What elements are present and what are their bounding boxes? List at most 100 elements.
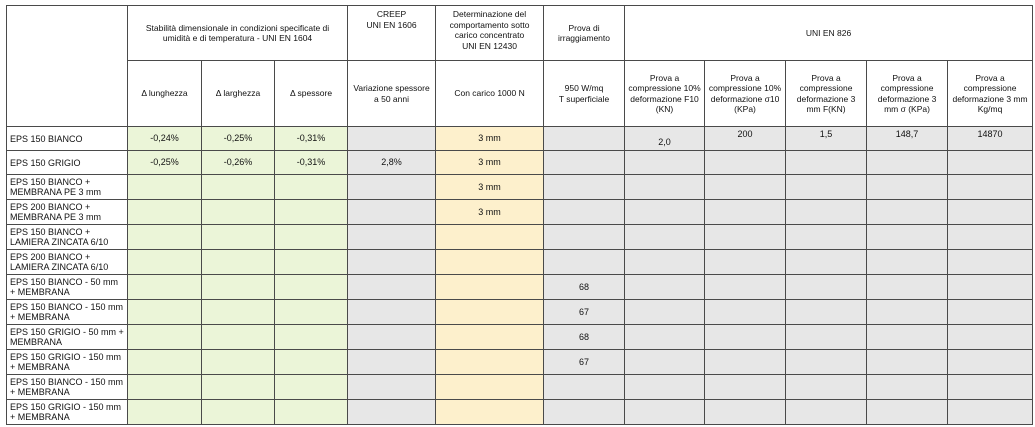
delta-thickness-cell [273,299,349,325]
compression-3mm-sigma-cell [866,199,949,225]
load-cell: 3 mm [435,150,545,175]
compression-3mm-kg-cell [947,399,1034,425]
table-row: EPS 200 BIANCO + MEMBRANA PE 3 mm 3 mm [6,199,1034,225]
compression-3mm-sigma-cell: 148,7 [866,126,949,151]
compression-10-sigma-cell [704,274,787,300]
compression-10-sigma-cell [704,374,787,400]
compression-3mm-sigma-cell [866,174,949,200]
load-cell [435,399,545,425]
delta-width-cell [201,249,275,275]
compression-10-f-cell [624,150,706,175]
delta-thickness-header: Δ spessore [273,60,349,127]
compression-10-sigma-cell [704,224,787,250]
compression-3mm-sigma-header: Prova a compressione deformazione 3 mm σ… [866,60,949,127]
load-cell [435,224,545,250]
compression-10-f-cell [624,224,706,250]
table-row: EPS 150 GRIGIO -0,25% -0,26% -0,31% 2,8% 3 mm [6,150,1034,175]
header-row-1: Stabilità dimensionale in condizioni spe… [6,5,1034,127]
irradiation-subheader: 950 W/mq T superficiale [543,60,626,127]
delta-length-cell [127,374,202,400]
compression-10-sigma-cell [704,299,787,325]
load-cell: 3 mm [435,174,545,200]
compression-3mm-f-cell [785,374,868,400]
row-label: EPS 150 BIANCO - 150 mm + MEMBRANA [6,374,128,400]
compression-10-f-cell: 2,0 [624,126,706,151]
compression-3mm-f-cell [785,174,868,200]
compression-3mm-kg-cell [947,249,1034,275]
creep-cell [347,224,437,250]
table-row: EPS 150 BIANCO - 150 mm + MEMBRANA 67 [6,299,1034,325]
delta-length-cell [127,274,202,300]
compression-3mm-f-cell [785,274,868,300]
delta-thickness-cell [273,274,349,300]
row-label: EPS 150 BIANCO + MEMBRANA PE 3 mm [6,174,128,200]
compression-3mm-kg-cell [947,299,1034,325]
compression-3mm-sigma-cell [866,399,949,425]
creep-cell [347,199,437,225]
compression-3mm-kg-cell [947,324,1034,350]
table-row: EPS 150 GRIGIO - 150 mm + MEMBRANA 67 [6,349,1034,375]
delta-thickness-cell [273,349,349,375]
irradiation-cell: 67 [543,299,626,325]
delta-length-cell [127,324,202,350]
compression-3mm-f-cell [785,324,868,350]
delta-width-cell [201,299,275,325]
compression-10-f-cell [624,374,706,400]
compression-3mm-sigma-cell [866,374,949,400]
delta-width-cell [201,324,275,350]
irradiation-cell [543,249,626,275]
delta-width-cell [201,349,275,375]
uni826-header: UNI EN 826 [624,5,1034,61]
compression-10-f-cell [624,324,706,350]
delta-width-cell [201,174,275,200]
load-cell [435,374,545,400]
compression-3mm-kg-cell [947,174,1034,200]
compression-3mm-sigma-cell [866,150,949,175]
delta-width-cell [201,274,275,300]
delta-thickness-cell [273,224,349,250]
row-label: EPS 200 BIANCO + MEMBRANA PE 3 mm [6,199,128,225]
compression-3mm-sigma-cell [866,324,949,350]
irradiation-cell [543,174,626,200]
compression-10-sigma-cell [704,150,787,175]
compression-10-f-cell [624,349,706,375]
compression-10-sigma-cell: 200 [704,126,787,151]
delta-thickness-cell: -0,31% [273,126,349,151]
delta-thickness-cell [273,199,349,225]
row-label: EPS 150 BIANCO + LAMIERA ZINCATA 6/10 [6,224,128,250]
compression-3mm-sigma-cell [866,274,949,300]
compression-3mm-f-cell: 1,5 [785,126,868,151]
delta-length-cell [127,249,202,275]
compression-3mm-f-cell [785,399,868,425]
irradiation-cell [543,150,626,175]
row-label: EPS 150 GRIGIO - 50 mm + MEMBRANA [6,324,128,350]
creep-header: CREEP UNI EN 1606 [347,5,437,61]
compression-10-f-header: Prova a compressione 10% deformazione F1… [624,60,706,127]
load-header: Determinazione del comportamento sotto c… [435,5,545,61]
table-row: EPS 150 BIANCO - 150 mm + MEMBRANA [6,374,1034,400]
compression-3mm-kg-cell [947,224,1034,250]
creep-cell [347,249,437,275]
table-row: EPS 150 BIANCO -0,24% -0,25% -0,31% 3 mm 2,0 2… [6,126,1034,151]
creep-cell: 2,8% [347,150,437,175]
load-cell [435,324,545,350]
creep-subheader: Variazione spessore a 50 anni [347,60,437,127]
creep-cell [347,349,437,375]
compression-3mm-f-cell [785,249,868,275]
irradiation-cell: 68 [543,324,626,350]
load-cell: 3 mm [435,199,545,225]
delta-length-cell [127,349,202,375]
creep-cell [347,399,437,425]
delta-length-cell [127,199,202,225]
delta-thickness-cell [273,324,349,350]
creep-cell [347,174,437,200]
compression-3mm-kg-cell [947,150,1034,175]
row-label: EPS 150 GRIGIO [6,150,128,175]
stability-header: Stabilità dimensionale in condizioni spe… [126,5,349,61]
load-cell [435,349,545,375]
compression-10-sigma-cell [704,199,787,225]
table-row: EPS 150 BIANCO + MEMBRANA PE 3 mm 3 mm [6,174,1034,200]
creep-cell [347,274,437,300]
row-label: EPS 150 GRIGIO - 150 mm + MEMBRANA [6,399,128,425]
compression-3mm-f-header: Prova a compressione deformazione 3 mm F… [785,60,868,127]
